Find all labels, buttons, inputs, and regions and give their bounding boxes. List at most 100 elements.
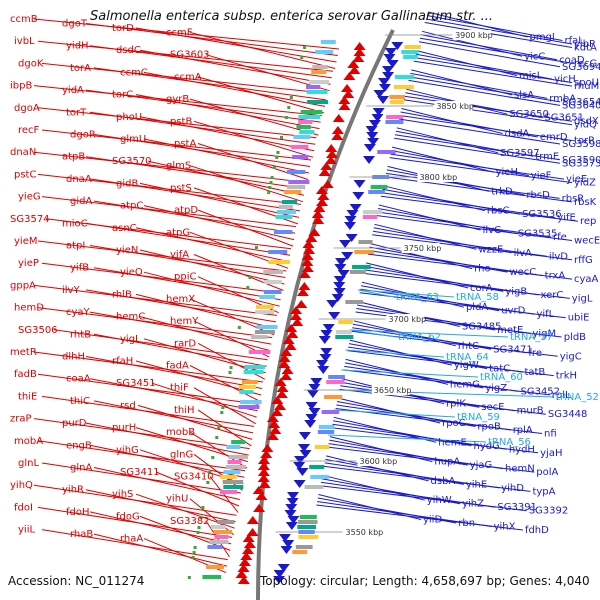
feature-block bbox=[358, 240, 373, 244]
feature-dot bbox=[254, 246, 258, 249]
gene-link-SG3570 bbox=[147, 160, 305, 196]
gene-link-atpC bbox=[143, 205, 295, 241]
gene-label-torC: torC bbox=[112, 90, 133, 101]
gene-label-dsdA: dsdA bbox=[505, 129, 530, 140]
feature-dot bbox=[300, 56, 304, 59]
feature-block bbox=[328, 375, 345, 379]
gene-label-rffG: rffG bbox=[574, 255, 593, 266]
kbp-marker-bg bbox=[453, 30, 492, 40]
gene-label-yifB: yifB bbox=[70, 263, 89, 274]
gene-link-yjaH bbox=[331, 427, 539, 454]
forward-gene-arrow bbox=[246, 528, 259, 536]
gene-label-yieO: yieO bbox=[120, 267, 143, 278]
gene-link-yibP bbox=[425, 18, 573, 45]
gene-label-atpC: atpC bbox=[120, 201, 143, 212]
gene-label-gidB: gidB bbox=[116, 178, 138, 189]
feature-block bbox=[315, 50, 334, 54]
feature-dot bbox=[268, 186, 272, 189]
gene-label-rplA: rplA bbox=[513, 425, 533, 436]
feature-block bbox=[404, 45, 421, 49]
feature-block bbox=[362, 210, 383, 214]
gene-label-SG3535: SG3535 bbox=[518, 229, 558, 240]
gene-link-SG3640 bbox=[408, 79, 561, 106]
reverse-gene-arrow bbox=[372, 108, 385, 116]
gene-label-trkH: trkH bbox=[556, 371, 577, 382]
reverse-gene-arrow bbox=[346, 210, 359, 218]
feature-block bbox=[389, 100, 404, 104]
feature-block bbox=[239, 390, 254, 394]
gene-label-glmS: glmS bbox=[166, 161, 191, 172]
kbp-marker: 3550 kbp bbox=[346, 528, 384, 537]
gene-label-thiF: thiF bbox=[170, 383, 189, 394]
forward-gene-arrow bbox=[331, 132, 344, 140]
gene-label-dgoA: dgoA bbox=[14, 103, 40, 114]
feature-block bbox=[227, 460, 242, 464]
gene-link-SG3573 bbox=[394, 137, 561, 164]
gene-label-SG3574: SG3574 bbox=[10, 214, 50, 225]
gene-label-cyaY: cyaY bbox=[66, 307, 91, 318]
rna-link-tRNA_58 bbox=[358, 289, 455, 298]
feature-block bbox=[295, 545, 313, 549]
gene-label-misL: misL bbox=[519, 71, 543, 82]
kbp-marker: 3750 kbp bbox=[404, 244, 442, 253]
reverse-gene-arrow bbox=[320, 348, 333, 356]
gene-link-torR bbox=[399, 115, 573, 141]
rna-link-tRNA_59 bbox=[333, 409, 456, 418]
feature-dot bbox=[215, 436, 219, 439]
gene-label-kdtA: kdtA bbox=[574, 43, 597, 54]
gene-label-slsA: slsA bbox=[514, 90, 534, 101]
feature-block bbox=[213, 530, 233, 534]
gene-link-gidB bbox=[139, 182, 300, 218]
gene-label-yieP: yieP bbox=[18, 258, 39, 269]
gene-label-yihR: yihR bbox=[62, 485, 84, 496]
gene-label-nfi: nfi bbox=[544, 429, 557, 440]
gene-link-yifE bbox=[381, 192, 556, 219]
gene-label-yidA: yidA bbox=[62, 85, 84, 96]
gene-link-glmU bbox=[143, 138, 310, 174]
gene-link-ibpB bbox=[33, 85, 322, 117]
forward-gene-arrow bbox=[301, 258, 314, 266]
forward-gene-arrow bbox=[317, 192, 330, 200]
feature-block bbox=[238, 405, 260, 409]
feature-block bbox=[354, 250, 375, 254]
gene-label-yigI: yigI bbox=[120, 334, 138, 345]
forward-gene-arrow bbox=[253, 504, 266, 512]
gene-label-SG3573: SG3573 bbox=[562, 158, 600, 169]
reverse-gene-arrow bbox=[308, 408, 321, 416]
gene-link-recF bbox=[41, 129, 312, 161]
forward-gene-arrow bbox=[237, 564, 250, 572]
feature-block bbox=[255, 305, 274, 309]
feature-block bbox=[292, 155, 309, 159]
gene-label-ivbL: ivbL bbox=[14, 36, 35, 47]
gene-label-rmbA: rmbA bbox=[549, 93, 576, 104]
gene-link-yifB bbox=[93, 267, 281, 301]
gene-label-rsd: rsd bbox=[120, 400, 136, 411]
rna-link-tRNA_60 bbox=[341, 369, 479, 378]
feature-dot bbox=[284, 116, 288, 119]
gene-label-rhaA: rhaA bbox=[120, 534, 143, 545]
gene-label-rbsR: rbsR bbox=[562, 193, 585, 204]
feature-block bbox=[345, 300, 364, 304]
gene-label-atpD: atpD bbox=[174, 205, 198, 216]
feature-dot bbox=[237, 326, 241, 329]
feature-dot bbox=[229, 366, 233, 369]
forward-gene-arrow bbox=[321, 180, 334, 188]
gene-link-yiiL bbox=[41, 529, 228, 561]
feature-block bbox=[263, 290, 282, 294]
gene-label-rhlB: rhlB bbox=[112, 289, 132, 300]
feature-block bbox=[338, 320, 353, 324]
gene-label-hydH: hydH bbox=[509, 444, 535, 455]
gene-link-thiH bbox=[197, 409, 252, 447]
reverse-gene-arrow bbox=[368, 120, 381, 128]
reverse-gene-arrow bbox=[280, 546, 293, 554]
strand-arrows bbox=[235, 42, 404, 584]
gene-label-glnL: glnL bbox=[18, 458, 39, 469]
reverse-gene-arrow bbox=[367, 138, 380, 146]
genome-backbone bbox=[256, 29, 395, 600]
gene-label-typA: typA bbox=[532, 486, 555, 497]
gene-link-rbsD bbox=[386, 169, 525, 196]
feature-dot bbox=[272, 166, 276, 169]
gene-link-typA bbox=[323, 465, 531, 492]
gene-link-yidQ bbox=[403, 99, 573, 126]
